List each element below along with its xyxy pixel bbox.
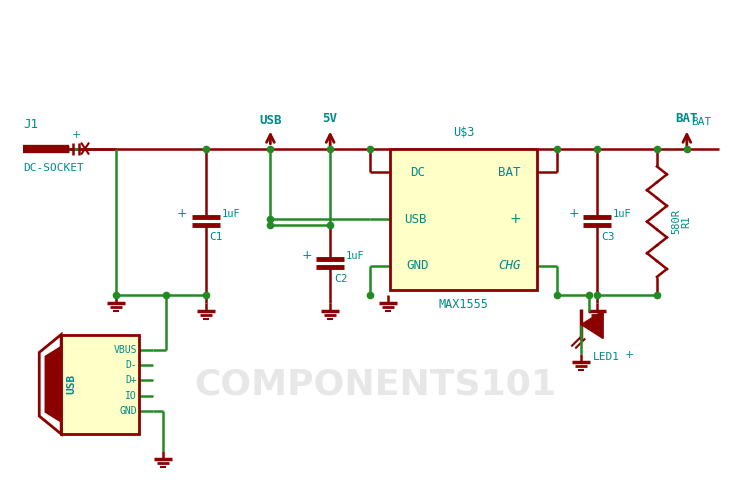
Polygon shape xyxy=(45,346,62,422)
Text: CHG: CHG xyxy=(498,260,520,272)
Text: +: + xyxy=(625,350,634,360)
Text: R1: R1 xyxy=(681,216,691,228)
Text: D+: D+ xyxy=(125,376,137,386)
Text: +: + xyxy=(510,212,521,226)
Text: MAX1555: MAX1555 xyxy=(439,298,488,310)
Bar xyxy=(390,148,538,290)
Text: C2: C2 xyxy=(334,274,348,284)
Text: USB: USB xyxy=(404,212,427,226)
Text: +: + xyxy=(71,130,81,140)
Text: U$3: U$3 xyxy=(453,126,474,138)
Text: +: + xyxy=(177,207,188,220)
Text: +: + xyxy=(568,207,579,220)
Text: DC-SOCKET: DC-SOCKET xyxy=(23,164,84,173)
Text: COMPONENTS101: COMPONENTS101 xyxy=(194,367,556,401)
Polygon shape xyxy=(581,310,603,338)
Text: C1: C1 xyxy=(209,232,223,241)
Text: GND: GND xyxy=(406,260,429,272)
Text: 5V: 5V xyxy=(322,112,338,124)
Text: BAT: BAT xyxy=(498,166,520,179)
Text: BAT: BAT xyxy=(676,112,698,124)
Text: BAT: BAT xyxy=(691,116,711,126)
Text: LED1: LED1 xyxy=(593,352,620,362)
Text: USB: USB xyxy=(66,374,76,394)
Text: IO: IO xyxy=(125,391,137,401)
Text: GND: GND xyxy=(119,406,137,416)
Text: C3: C3 xyxy=(602,232,615,241)
Text: 1uF: 1uF xyxy=(346,251,364,261)
Text: +: + xyxy=(302,250,312,262)
Text: D-: D- xyxy=(125,360,137,370)
Text: 580R: 580R xyxy=(671,209,681,234)
Text: 1uF: 1uF xyxy=(613,208,632,218)
Text: USB: USB xyxy=(260,114,282,126)
Text: J1: J1 xyxy=(23,118,38,130)
Text: 1uF: 1uF xyxy=(221,208,240,218)
Text: VBUS: VBUS xyxy=(113,346,137,356)
Bar xyxy=(62,334,139,434)
Text: DC: DC xyxy=(410,166,425,179)
